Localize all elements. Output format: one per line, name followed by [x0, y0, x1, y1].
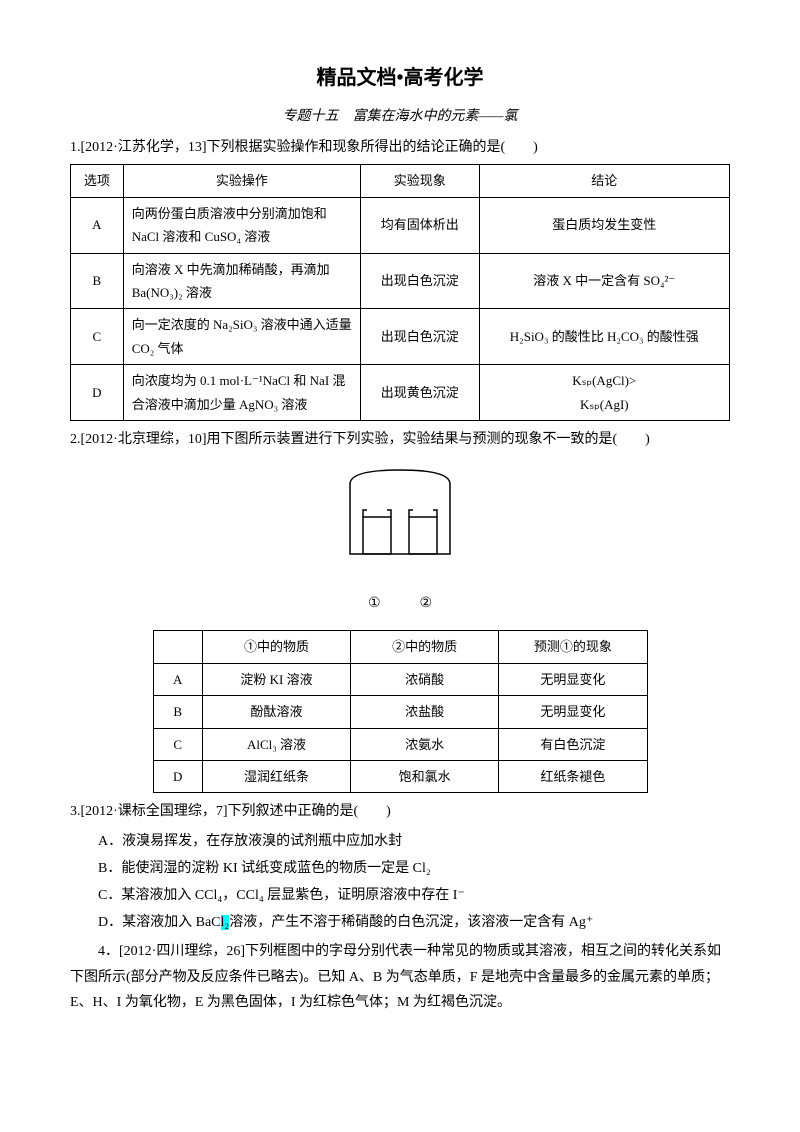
cell-s2: 浓盐酸 [351, 696, 499, 728]
cell-opt: C [153, 728, 202, 760]
cell-s1: AlCl₃ 溶液 [202, 728, 350, 760]
cell-ph: 出现白色沉淀 [360, 309, 479, 365]
cell-ph: 出现白色沉淀 [360, 253, 479, 309]
page-subtitle: 专题十五 富集在海水中的元素——氯 [70, 104, 730, 129]
cell-pred: 无明显变化 [499, 696, 647, 728]
cell-concl: 溶液 X 中一定含有 SO₄²⁻ [479, 253, 729, 309]
cell-s1: 淀粉 KI 溶液 [202, 663, 350, 695]
cell-opt: A [71, 197, 124, 253]
cell-op: 向溶液 X 中先滴加稀硝酸，再滴加 Ba(NO₃)₂ 溶液 [123, 253, 360, 309]
q3-options: A．液溴易挥发，在存放液溴的试剂瓶中应加水封 B．能使润湿的淀粉 KI 试纸变成… [98, 829, 730, 936]
cell-s2: 饱和氯水 [351, 761, 499, 793]
q1-h-opt: 选项 [71, 165, 124, 197]
q2-stem: 2.[2012·北京理综，10]用下图所示装置进行下列实验，实验结果与预测的现象… [70, 427, 730, 452]
cell-opt: B [71, 253, 124, 309]
cell-pred: 有白色沉淀 [499, 728, 647, 760]
cell-s1: 酚酞溶液 [202, 696, 350, 728]
cell-concl: Kₛₚ(AgCl)> Kₛₚ(AgI) [479, 365, 729, 421]
cell-op: 向浓度均为 0.1 mol·L⁻¹NaCl 和 NaI 混合溶液中滴加少量 Ag… [123, 365, 360, 421]
q3-stem: 3.[2012·课标全国理综，7]下列叙述中正确的是( ) [70, 799, 730, 824]
q2-h-pred: 预测①的现象 [499, 631, 647, 663]
cell-s2: 浓氨水 [351, 728, 499, 760]
q3-d-pre: D．某溶液加入 BaC [98, 915, 221, 930]
cell-opt: D [153, 761, 202, 793]
cell-s2: 浓硝酸 [351, 663, 499, 695]
q2-h-blank [153, 631, 202, 663]
q1-table: 选项 实验操作 实验现象 结论 A 向两份蛋白质溶液中分别滴加饱和 NaCl 溶… [70, 164, 730, 421]
cell-op: 向一定浓度的 Na₂SiO₃ 溶液中通入适量 CO₂ 气体 [123, 309, 360, 365]
q3-opt-c: C．某溶液加入 CCl₄，CCl₄ 层显紫色，证明原溶液中存在 I⁻ [98, 883, 730, 908]
q3-opt-b: B．能使润湿的淀粉 KI 试纸变成蓝色的物质一定是 Cl₂ [98, 856, 730, 881]
q2-h-s2: ②中的物质 [351, 631, 499, 663]
cell-opt: B [153, 696, 202, 728]
q1-h-concl: 结论 [479, 165, 729, 197]
table-row: B 酚酞溶液 浓盐酸 无明显变化 [153, 696, 647, 728]
q3-d-post: 溶液，产生不溶于稀硝酸的白色沉淀，该溶液一定含有 Ag⁺ [229, 915, 593, 930]
cell-ph: 出现黄色沉淀 [360, 365, 479, 421]
diagram-label-2: ② [402, 591, 450, 616]
diagram-label-1: ① [350, 591, 398, 616]
cell-concl-l2: Kₛₚ(AgI) [580, 397, 629, 412]
page-title: 精品文档•高考化学 [70, 60, 730, 96]
table-row: C AlCl₃ 溶液 浓氨水 有白色沉淀 [153, 728, 647, 760]
q2-diagram: ① ② [70, 462, 730, 616]
q1-h-ph: 实验现象 [360, 165, 479, 197]
cell-ph: 均有固体析出 [360, 197, 479, 253]
table-row: C 向一定浓度的 Na₂SiO₃ 溶液中通入适量 CO₂ 气体 出现白色沉淀 H… [71, 309, 730, 365]
cell-opt: A [153, 663, 202, 695]
q4-p1: 4．[2012·四川理综，26]下列框图中的字母分别代表一种常见的物质或其溶液，… [70, 939, 730, 1015]
cell-opt: C [71, 309, 124, 365]
q3-d-highlight: l₂ [221, 915, 230, 930]
cell-pred: 无明显变化 [499, 663, 647, 695]
apparatus-icon [325, 462, 475, 582]
cell-s1: 湿润红纸条 [202, 761, 350, 793]
cell-pred: 红纸条褪色 [499, 761, 647, 793]
q3-opt-a: A．液溴易挥发，在存放液溴的试剂瓶中应加水封 [98, 829, 730, 854]
cell-concl: 蛋白质均发生变性 [479, 197, 729, 253]
table-row: D 湿润红纸条 饱和氯水 红纸条褪色 [153, 761, 647, 793]
cell-concl: H₂SiO₃ 的酸性比 H₂CO₃ 的酸性强 [479, 309, 729, 365]
q1-stem: 1.[2012·江苏化学，13]下列根据实验操作和现象所得出的结论正确的是( ) [70, 135, 730, 160]
q2-h-s1: ①中的物质 [202, 631, 350, 663]
q3-opt-d: D．某溶液加入 BaCl₂溶液，产生不溶于稀硝酸的白色沉淀，该溶液一定含有 Ag… [98, 910, 730, 935]
cell-opt: D [71, 365, 124, 421]
cell-concl-l1: Kₛₚ(AgCl)> [572, 373, 636, 388]
table-row: D 向浓度均为 0.1 mol·L⁻¹NaCl 和 NaI 混合溶液中滴加少量 … [71, 365, 730, 421]
q1-h-op: 实验操作 [123, 165, 360, 197]
cell-op: 向两份蛋白质溶液中分别滴加饱和 NaCl 溶液和 CuSO₄ 溶液 [123, 197, 360, 253]
q2-table: ①中的物质 ②中的物质 预测①的现象 A 淀粉 KI 溶液 浓硝酸 无明显变化 … [153, 630, 648, 793]
table-row: B 向溶液 X 中先滴加稀硝酸，再滴加 Ba(NO₃)₂ 溶液 出现白色沉淀 溶… [71, 253, 730, 309]
table-row: A 淀粉 KI 溶液 浓硝酸 无明显变化 [153, 663, 647, 695]
table-row: A 向两份蛋白质溶液中分别滴加饱和 NaCl 溶液和 CuSO₄ 溶液 均有固体… [71, 197, 730, 253]
